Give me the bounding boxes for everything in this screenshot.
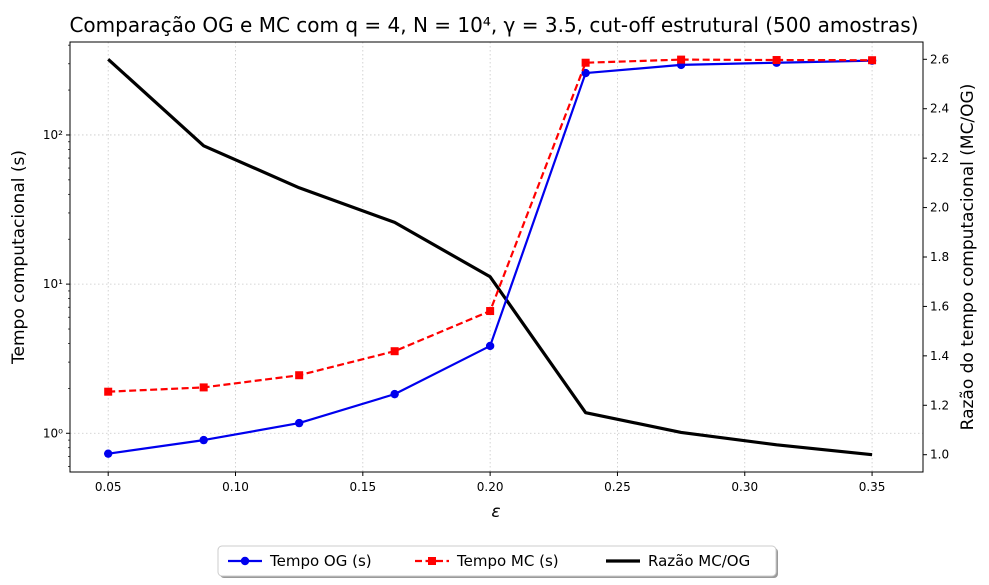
data-point-circle	[199, 435, 208, 445]
data-point-square	[390, 347, 399, 356]
data-point-square	[677, 55, 686, 64]
plot-frame	[69, 41, 924, 473]
legend-box	[217, 545, 777, 577]
y-tick-label-right: 2.0	[930, 201, 949, 215]
axes: 0.05 0.10 0.15 0.20 0.25 0.30 0.35 10⁰ 10¹ 10² 1.0…	[43, 44, 949, 494]
y-axis-label-left: Tempo computacional (s)	[9, 150, 29, 365]
x-tick-label: 0.15	[349, 480, 376, 494]
legend-label-1: Tempo MC (s)	[456, 552, 559, 570]
y-tick-label-right: 2.6	[930, 52, 949, 66]
legend-marker-circle	[240, 556, 250, 566]
data-point-circle	[390, 389, 399, 399]
data-point-square	[199, 383, 208, 392]
legend-label-0: Tempo OG (s)	[269, 552, 372, 570]
y-tick-label-right: 2.2	[930, 151, 949, 165]
legend: Tempo OG (s) Tempo MC (s) Razão MC/OG	[217, 545, 778, 578]
series-line-2	[107, 58, 873, 457]
data-point-square	[104, 387, 113, 396]
y-tick-label-left: 10⁰	[43, 426, 63, 440]
y-tick-label-right: 1.8	[930, 250, 949, 264]
y-tick-label-right: 2.4	[930, 102, 949, 116]
y-tick-label-left: 10¹	[43, 277, 63, 291]
data-point-square	[772, 56, 781, 65]
y-tick-label-right: 1.0	[930, 448, 949, 462]
x-tick-label: 0.25	[604, 480, 631, 494]
x-tick-label: 0.30	[731, 480, 758, 494]
data-point-square	[868, 56, 877, 65]
y-tick-label-left: 10²	[43, 128, 63, 142]
y-axis-label-right: Razão do tempo computacional (MC/OG)	[958, 84, 978, 431]
x-tick-label: 0.05	[95, 480, 122, 494]
y-tick-label-right: 1.4	[930, 349, 949, 363]
grid	[70, 42, 923, 472]
data-point-square	[486, 307, 495, 316]
data-point-circle	[294, 418, 304, 428]
data-point-square	[581, 58, 590, 67]
x-tick-label: 0.10	[222, 480, 249, 494]
legend-label-2: Razão MC/OG	[648, 552, 750, 570]
data-point-circle	[103, 449, 113, 458]
y-tick-label-right: 1.6	[930, 299, 949, 313]
x-tick-label: 0.35	[859, 480, 886, 494]
series-layer	[103, 55, 877, 458]
chart-title: Comparação OG e MC com q = 4, N = 10⁴, γ…	[69, 13, 918, 37]
x-tick-label: 0.20	[477, 480, 504, 494]
legend-marker-square	[428, 557, 436, 565]
data-point-square	[295, 371, 304, 380]
x-axis-label: ε	[491, 502, 500, 522]
y-tick-label-right: 1.2	[930, 398, 949, 412]
data-point-circle	[485, 341, 495, 351]
